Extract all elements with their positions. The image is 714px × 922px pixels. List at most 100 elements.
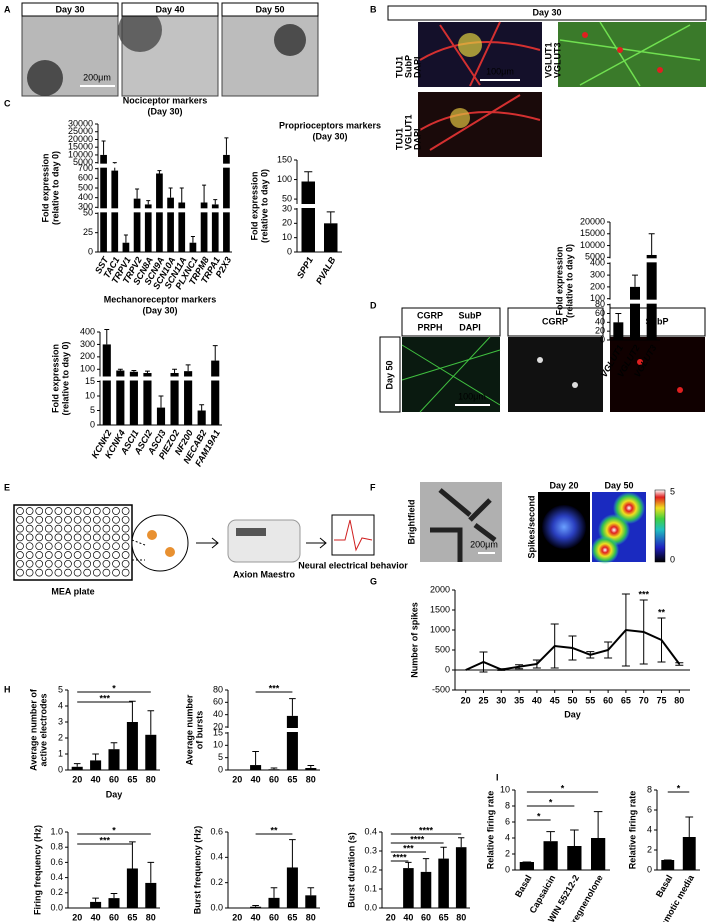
side-label: Spikes/second [526, 495, 536, 558]
error-bar [213, 199, 218, 205]
line [465, 628, 681, 671]
y-tick-label: 2 [58, 732, 63, 742]
bar [145, 734, 157, 770]
error-bar [685, 816, 694, 837]
x-tick-label: Basal [513, 873, 534, 899]
neuron [147, 530, 157, 540]
x-tick-label: 40 [91, 774, 101, 784]
puncta [582, 32, 588, 38]
error-bar [92, 753, 99, 761]
error-bar [422, 858, 430, 872]
y-tick-label: 15000 [68, 142, 93, 152]
error-bar [92, 897, 99, 902]
mea-well [102, 507, 111, 515]
y-tick-label: 10 [213, 740, 223, 750]
x-tick-label: 65 [127, 912, 137, 922]
y-tick-label: 300 [590, 269, 605, 279]
mea-well [92, 551, 101, 559]
bar [661, 860, 675, 870]
y-tick-label: 30 [282, 203, 292, 213]
y-tick-label: 0.1 [364, 883, 377, 893]
mea-well [64, 559, 72, 568]
y-tick-label: -500 [432, 684, 450, 694]
error-bar [570, 829, 579, 846]
y-tick-label: 10 [500, 784, 510, 794]
colorbar [654, 489, 666, 563]
y-tick-label: 200 [590, 281, 605, 291]
mea-well [54, 515, 63, 524]
x-tick-label: 20 [232, 912, 242, 922]
mea-well [16, 507, 24, 515]
y-tick-label: 0.4 [364, 826, 377, 836]
neurites [559, 21, 701, 87]
panel-d-images [379, 336, 705, 413]
significance-label: *** [100, 835, 111, 845]
error-bar [104, 329, 110, 345]
mea-well [44, 533, 53, 542]
mea-well [121, 533, 130, 542]
mea-well [35, 568, 44, 577]
y-tick-label: 20 [282, 218, 292, 228]
error-bar [546, 831, 555, 842]
header-box [121, 2, 219, 17]
axis-break [96, 376, 222, 381]
y-tick-label: 20000 [68, 134, 93, 144]
device [227, 519, 301, 563]
electrodes [430, 488, 497, 562]
bar [156, 173, 163, 252]
heat-spot [542, 505, 586, 549]
y-tick-label: 2 [505, 848, 510, 858]
caption: MEA plate [51, 586, 94, 596]
significance-label: *** [638, 589, 649, 599]
y-tick-label: 400 [80, 326, 95, 336]
neurites [419, 94, 541, 151]
bar [286, 715, 298, 770]
mea-well [83, 551, 92, 559]
cell [572, 382, 578, 388]
error-bar [168, 187, 173, 198]
y-tick-label: 5 [90, 405, 95, 415]
mea-well [64, 533, 72, 542]
mea-well [35, 515, 44, 524]
axis-break [224, 728, 320, 732]
bar [167, 197, 174, 252]
mea-well [102, 524, 111, 533]
mea-well [54, 507, 63, 515]
scale-bar-label: 100μm [486, 66, 514, 76]
header: Day 30 [532, 7, 561, 17]
error-bar [289, 698, 296, 716]
x-tick-label: SPP1 [295, 255, 315, 280]
error-bar [202, 184, 207, 203]
y-tick-label: 100 [590, 293, 605, 303]
y-tick-label: 1000 [430, 624, 450, 634]
mea-well [44, 559, 53, 568]
stain-label: CGRP [542, 316, 568, 326]
y-axis-label: Average number [184, 694, 194, 765]
stain-label: TUJ1 [394, 56, 404, 78]
y-tick-label: 6 [505, 816, 510, 826]
axis-break [94, 163, 232, 168]
mea-well [112, 524, 120, 533]
bar [100, 154, 107, 252]
error-bar [307, 765, 315, 769]
mea-well [16, 551, 24, 559]
mea-well [92, 524, 101, 533]
y-tick-label: 0 [88, 246, 93, 256]
stain-label: VGLUT3 [552, 42, 562, 78]
mea-well [102, 542, 111, 551]
bar [108, 749, 120, 770]
mea-well [25, 559, 34, 568]
mea-well [64, 551, 72, 559]
error-bar [270, 887, 278, 898]
y-tick-label: 300 [78, 202, 93, 212]
mea-well [121, 524, 130, 533]
y-tick-label: 2 [647, 844, 652, 854]
bar [170, 373, 179, 425]
significance-label: ** [658, 607, 666, 617]
mea-well [83, 524, 92, 533]
mea-well [102, 533, 111, 542]
cell [537, 357, 543, 363]
cell [637, 359, 643, 365]
significance-label: *** [269, 683, 280, 693]
